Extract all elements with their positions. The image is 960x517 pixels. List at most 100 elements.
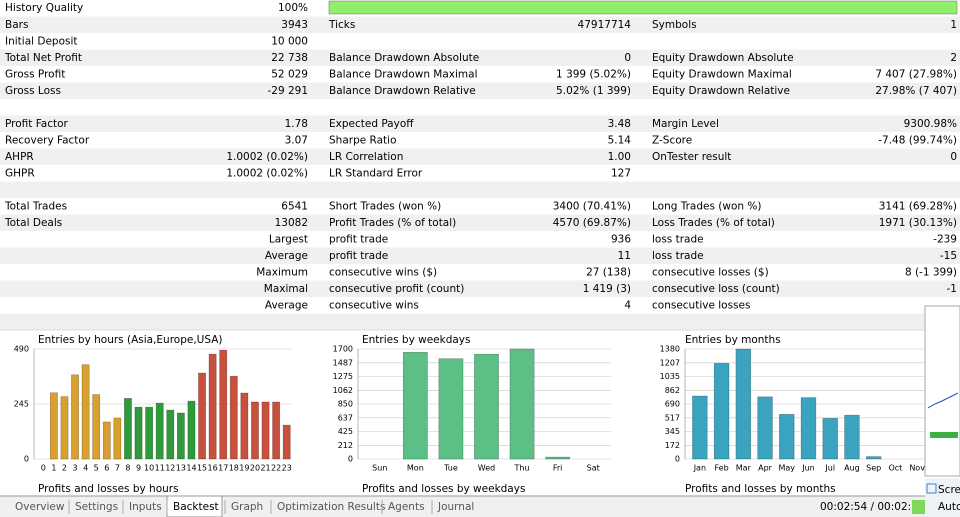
- row-label: consecutive profit (count): [329, 283, 464, 295]
- bar: [60, 396, 69, 460]
- x-tick-label: 10: [144, 464, 154, 473]
- bar: [402, 351, 428, 460]
- row-background: [0, 181, 960, 198]
- tab[interactable]: Inputs: [129, 501, 162, 513]
- row-value: 5.14: [608, 134, 632, 146]
- row-value: 5.02% (1 399): [556, 85, 631, 97]
- row-label: Recovery Factor: [5, 134, 90, 146]
- x-tick-label: Jun: [801, 464, 815, 473]
- x-tick-label: 12: [165, 464, 175, 473]
- y-tick-label: 0: [24, 455, 29, 464]
- x-tick-label: 18: [229, 464, 239, 473]
- x-tick-label: Wed: [478, 464, 495, 473]
- bar: [134, 406, 143, 460]
- bar: [71, 374, 79, 460]
- y-tick-label: 690: [665, 400, 680, 409]
- y-tick-label: 212: [338, 441, 353, 450]
- row-label: consecutive wins ($): [329, 266, 437, 278]
- bar: [251, 401, 259, 460]
- row-value: 52 029: [271, 68, 308, 80]
- x-tick-label: 13: [176, 464, 186, 473]
- row-value: -239: [933, 233, 957, 245]
- x-tick-label: Mon: [407, 464, 424, 473]
- x-tick-label: Jan: [693, 464, 706, 473]
- bar: [735, 348, 752, 460]
- row-label: OnTester result: [652, 151, 731, 163]
- x-tick-label: 22: [271, 464, 281, 473]
- chart-title: Entries by hours (Asia,Europe,USA): [38, 334, 223, 346]
- row-value: 3.48: [608, 118, 631, 130]
- x-tick-label: 6: [104, 464, 109, 473]
- row-value: 8 (-1 399): [905, 266, 957, 278]
- row-label: AHPR: [5, 151, 34, 163]
- tab[interactable]: Agents: [388, 501, 425, 513]
- row-label: Bars: [5, 19, 28, 31]
- tab-bar: [0, 496, 925, 517]
- bar: [155, 402, 164, 460]
- y-tick-label: 1700: [333, 345, 353, 354]
- bar: [102, 421, 111, 460]
- row-value: 3.07: [285, 134, 308, 146]
- tab[interactable]: Backtest: [173, 501, 219, 513]
- tab[interactable]: Optimization Results: [277, 501, 385, 513]
- row-background: [0, 16, 960, 33]
- row-label: Total Deals: [4, 217, 62, 229]
- row-label: Loss Trades (% of total): [652, 217, 775, 229]
- row-background: [0, 313, 960, 330]
- row-label: Gross Loss: [5, 85, 61, 97]
- bar: [198, 372, 206, 460]
- row-value: 3141 (69.28%): [879, 200, 957, 212]
- y-tick-label: 245: [14, 400, 29, 409]
- row-value: 0: [624, 52, 631, 64]
- overlay-bars: [930, 432, 958, 438]
- row-value: 7 407 (27.98%): [875, 68, 957, 80]
- row-label: consecutive losses ($): [652, 266, 769, 278]
- tab[interactable]: Settings: [75, 501, 118, 513]
- row-value: 10 000: [271, 35, 308, 47]
- bar: [282, 424, 291, 460]
- row-value: -7.48 (99.74%): [878, 134, 957, 146]
- x-tick-label: Fri: [553, 464, 563, 473]
- bar: [229, 375, 238, 460]
- overlay-frame: [924, 305, 960, 477]
- row-label: Balance Drawdown Maximal: [329, 68, 478, 80]
- row-value: Largest: [269, 233, 308, 245]
- x-tick-label: Thu: [514, 464, 530, 473]
- row-label: Profit Factor: [5, 118, 69, 130]
- overlay-window: Scre Auto: [924, 305, 960, 517]
- bar: [509, 348, 535, 460]
- x-tick-label: 7: [115, 464, 120, 473]
- row-value: 3943: [281, 19, 308, 31]
- row-background: [0, 280, 960, 297]
- tab[interactable]: Graph: [231, 501, 263, 513]
- bar: [822, 418, 838, 460]
- row-background: [0, 214, 960, 231]
- bar: [166, 409, 175, 460]
- x-tick-label: 20: [250, 464, 260, 473]
- tab[interactable]: Journal: [437, 501, 474, 513]
- x-tick-label: Mar: [736, 464, 752, 473]
- row-label: profit trade: [329, 250, 388, 262]
- y-tick-label: 850: [338, 400, 353, 409]
- y-tick-label: 0: [675, 455, 680, 464]
- overlay-text: Scre: [938, 484, 960, 496]
- row-background: [0, 115, 960, 132]
- x-tick-label: 17: [218, 464, 228, 473]
- progress: [912, 500, 925, 514]
- row-background: [0, 247, 960, 264]
- row-value: 1.78: [285, 118, 308, 130]
- tab[interactable]: Overview: [15, 501, 65, 513]
- overlay-text: Auto: [938, 501, 960, 513]
- x-tick-label: 23: [282, 464, 292, 473]
- y-tick-label: 490: [14, 345, 29, 354]
- row-label: Ticks: [328, 19, 355, 31]
- y-tick-label: 0: [348, 455, 353, 464]
- bar: [92, 394, 101, 460]
- y-tick-label: 1275: [333, 372, 353, 381]
- row-label: LR Standard Error: [329, 167, 423, 179]
- row-label: loss trade: [652, 233, 704, 245]
- row-value: 1.00: [608, 151, 631, 163]
- x-tick-label: Tue: [443, 464, 458, 473]
- lower-title: Profits and losses by months: [685, 483, 836, 495]
